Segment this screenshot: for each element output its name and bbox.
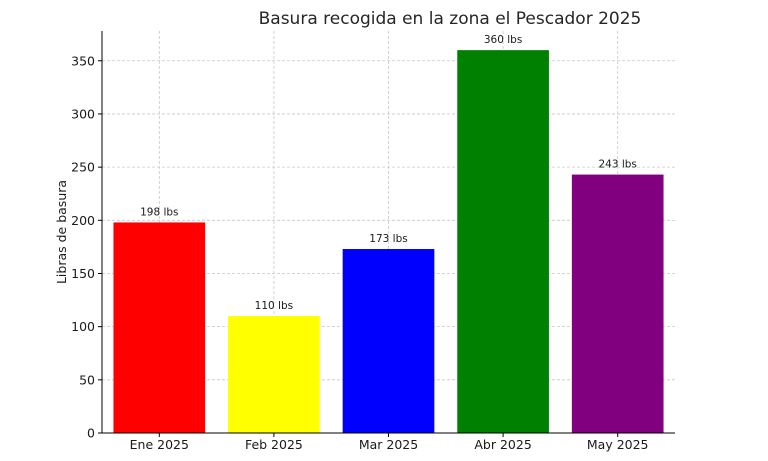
- y-tick-label: 200: [71, 213, 95, 228]
- bar-mar-2025: [342, 249, 435, 433]
- y-tick-label: 300: [71, 106, 95, 121]
- x-tick-label: Ene 2025: [130, 437, 189, 452]
- axes: 0 50 100 150 200 250 300 350 Ene 2025 Feb 2025 Mar…: [71, 31, 675, 452]
- data-label: 173 lbs: [369, 233, 407, 245]
- bar-ene-2025: [113, 222, 206, 433]
- data-labels: 198 lbs 110 lbs 173 lbs 360 lbs 243 lbs: [140, 34, 637, 312]
- x-tick-label: Feb 2025: [245, 437, 303, 452]
- y-tick-label: 0: [87, 426, 95, 441]
- y-tick-label: 100: [71, 319, 95, 334]
- data-label: 110 lbs: [255, 300, 293, 312]
- bars: [113, 50, 664, 434]
- x-tick-label: May 2025: [587, 437, 649, 452]
- data-label: 360 lbs: [484, 34, 522, 46]
- chart-title: Basura recogida en la zona el Pescador 2…: [259, 9, 642, 29]
- x-tick-label: Mar 2025: [359, 437, 418, 452]
- data-label: 198 lbs: [140, 206, 178, 218]
- bar-may-2025: [571, 174, 664, 434]
- y-axis-label: Libras de basura: [54, 180, 69, 284]
- y-tick-label: 150: [71, 266, 95, 281]
- x-tick-label: Abr 2025: [474, 437, 531, 452]
- y-tick-label: 50: [79, 372, 95, 387]
- y-tick-label: 350: [71, 53, 95, 68]
- bar-abr-2025: [457, 50, 549, 434]
- y-tick-label: 250: [71, 160, 95, 175]
- bar-feb-2025: [228, 316, 320, 433]
- data-label: 243 lbs: [598, 159, 636, 171]
